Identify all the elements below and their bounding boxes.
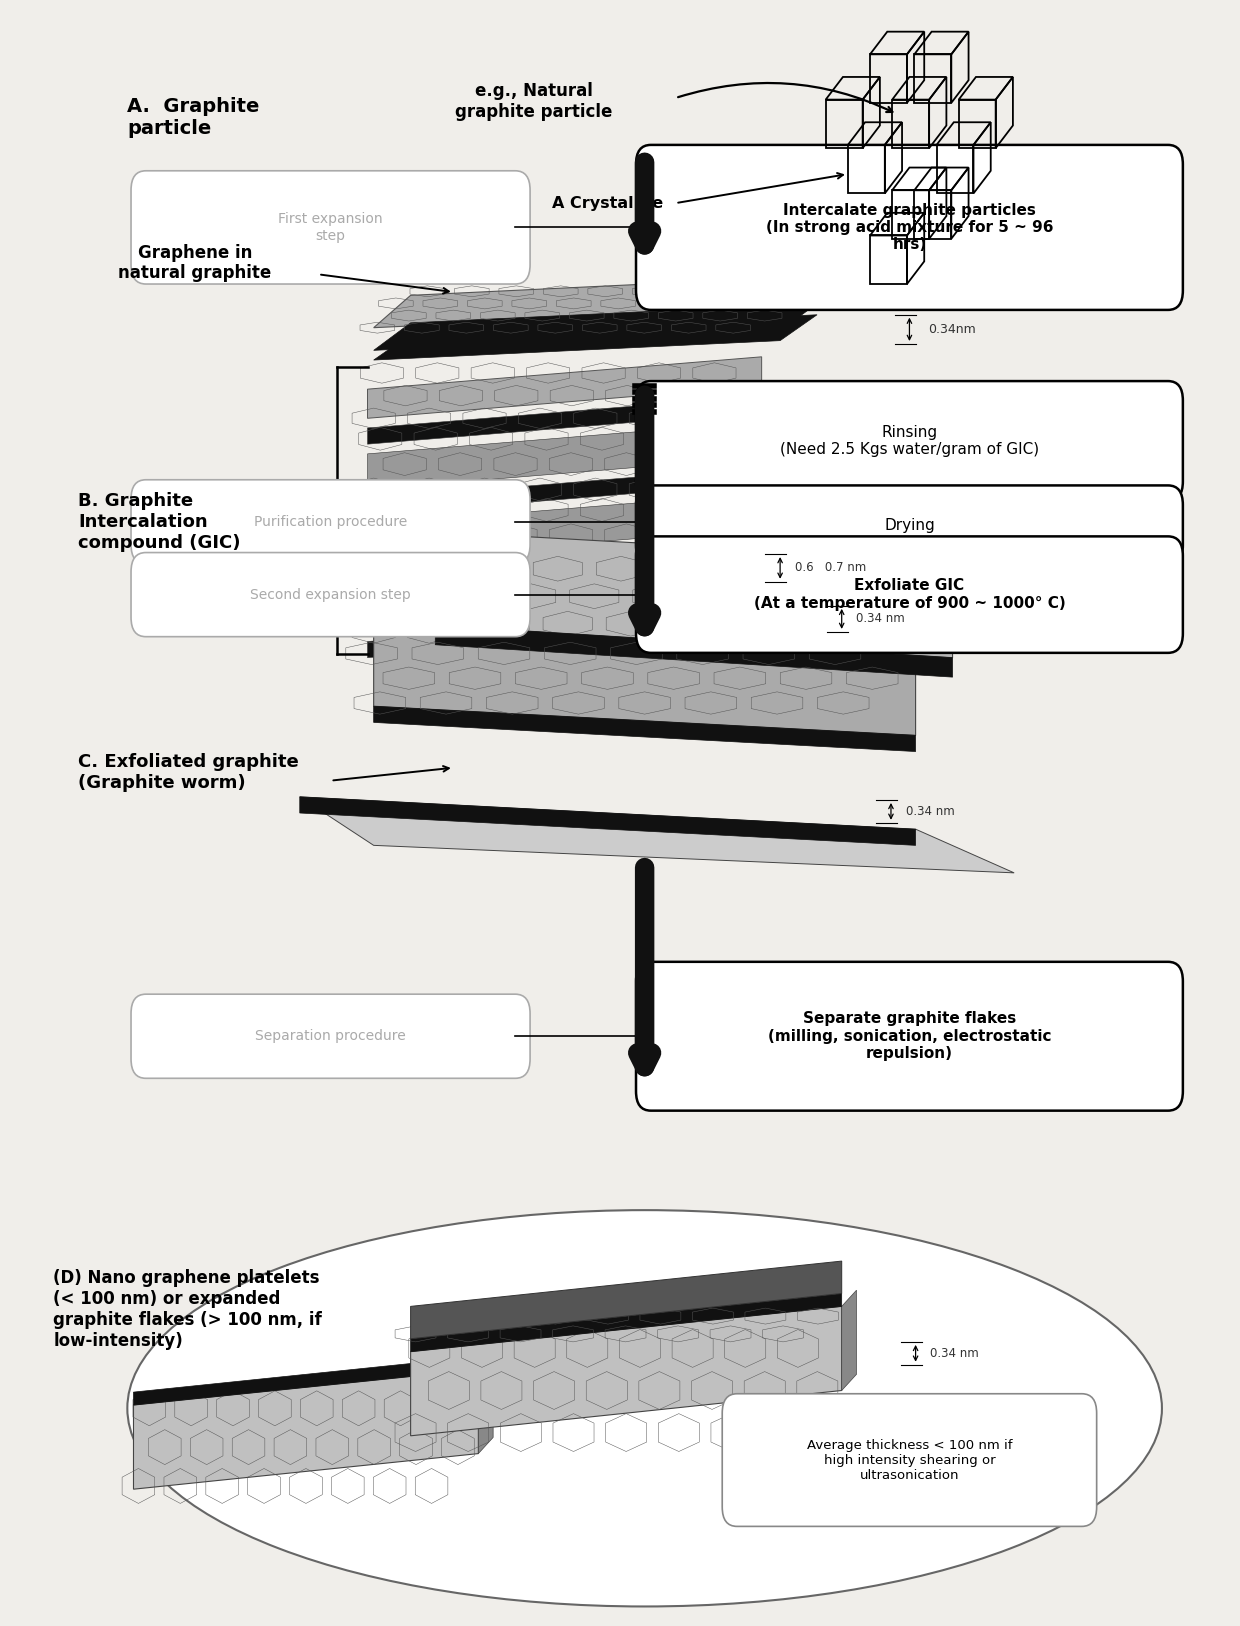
FancyBboxPatch shape [636, 486, 1183, 564]
Text: (D) Nano graphene platelets
(< 100 nm) or expanded
graphite flakes (> 100 nm, if: (D) Nano graphene platelets (< 100 nm) o… [53, 1270, 322, 1350]
Polygon shape [435, 532, 952, 657]
Text: Separate graphite flakes
(milling, sonication, electrostatic
repulsion): Separate graphite flakes (milling, sonic… [768, 1011, 1052, 1062]
Text: Drying: Drying [884, 517, 935, 533]
Text: A.  Graphite
particle: A. Graphite particle [128, 98, 259, 138]
Polygon shape [410, 1293, 842, 1351]
Text: Second expansion step: Second expansion step [250, 587, 410, 602]
Polygon shape [780, 263, 817, 309]
Text: Average thickness < 100 nm if
high intensity shearing or
ultrasonication: Average thickness < 100 nm if high inten… [807, 1439, 1012, 1481]
Polygon shape [373, 706, 915, 751]
FancyBboxPatch shape [131, 480, 529, 564]
Text: Rinsing
(Need 2.5 Kgs water/gram of GIC): Rinsing (Need 2.5 Kgs water/gram of GIC) [780, 424, 1039, 457]
Polygon shape [435, 626, 952, 676]
Text: Exfoliate GIC
(At a temperature of 900 ~ 1000° C): Exfoliate GIC (At a temperature of 900 ~… [754, 579, 1065, 611]
Polygon shape [367, 395, 761, 444]
Text: Intercalate graphite particles
(In strong acid mixture for 5 ~ 96
hrs): Intercalate graphite particles (In stron… [765, 203, 1053, 252]
Text: Separation procedure: Separation procedure [255, 1029, 405, 1044]
Polygon shape [134, 1369, 479, 1489]
Polygon shape [479, 1353, 494, 1454]
Polygon shape [367, 467, 761, 515]
Text: 0.34 nm: 0.34 nm [857, 613, 905, 626]
Text: Purification procedure: Purification procedure [254, 515, 407, 528]
Text: 0.34nm: 0.34nm [928, 324, 976, 337]
Polygon shape [373, 315, 817, 359]
FancyBboxPatch shape [636, 963, 1183, 1111]
Polygon shape [367, 421, 761, 489]
FancyBboxPatch shape [131, 171, 529, 285]
Polygon shape [134, 1356, 479, 1405]
Polygon shape [367, 356, 761, 418]
FancyBboxPatch shape [131, 553, 529, 637]
FancyBboxPatch shape [722, 1393, 1096, 1527]
Text: 0.34 nm: 0.34 nm [930, 1346, 980, 1359]
Ellipse shape [128, 1210, 1162, 1606]
FancyBboxPatch shape [636, 380, 1183, 501]
Text: Graphene in
natural graphite: Graphene in natural graphite [119, 244, 272, 283]
Text: A Crystallite: A Crystallite [552, 195, 663, 211]
FancyBboxPatch shape [131, 993, 529, 1078]
Polygon shape [367, 538, 761, 587]
Text: First expansion
step: First expansion step [278, 213, 383, 242]
Text: e.g., Natural
graphite particle: e.g., Natural graphite particle [455, 81, 613, 120]
Polygon shape [373, 276, 817, 328]
Polygon shape [842, 1289, 857, 1390]
Text: C. Exfoliated graphite
(Graphite worm): C. Exfoliated graphite (Graphite worm) [78, 753, 299, 792]
Text: 0.6   0.7 nm: 0.6 0.7 nm [795, 561, 867, 574]
Text: B. Graphite
Intercalation
compound (GIC): B. Graphite Intercalation compound (GIC) [78, 493, 241, 551]
FancyBboxPatch shape [636, 145, 1183, 311]
Polygon shape [367, 564, 761, 633]
Text: 0.34 nm: 0.34 nm [905, 805, 955, 818]
Polygon shape [373, 304, 817, 350]
Polygon shape [367, 493, 761, 561]
Polygon shape [300, 797, 1014, 873]
Polygon shape [410, 1306, 842, 1436]
Polygon shape [410, 1262, 842, 1338]
Polygon shape [300, 797, 915, 846]
Polygon shape [367, 610, 761, 657]
Polygon shape [373, 626, 915, 735]
FancyBboxPatch shape [636, 537, 1183, 654]
